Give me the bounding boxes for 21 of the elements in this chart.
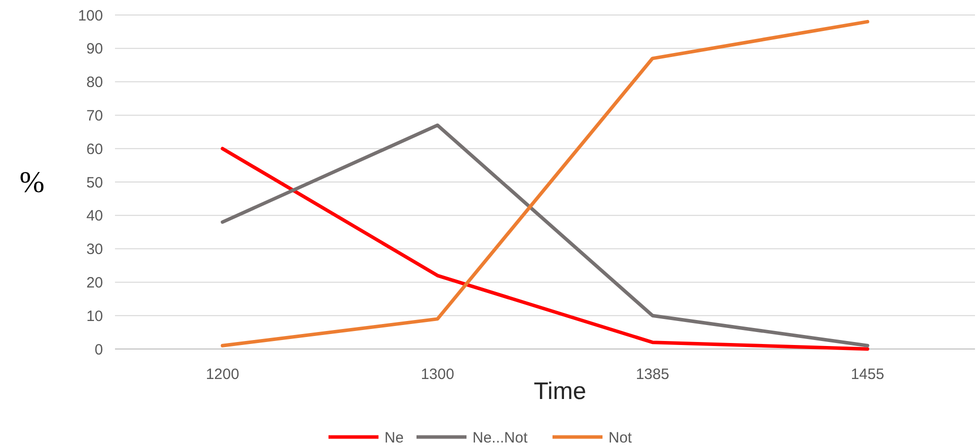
legend-label: Ne (384, 429, 404, 446)
y-tick-label: 40 (86, 208, 103, 225)
y-tick-label: 0 (94, 341, 103, 358)
y-tick-label: 30 (86, 241, 103, 258)
y-tick-label: 70 (86, 107, 103, 124)
y-tick-label: 100 (78, 7, 103, 24)
y-tick-label: 60 (86, 140, 103, 158)
y-tick-label: 80 (86, 74, 103, 92)
x-tick-label: 1200 (206, 366, 240, 383)
line-series (220, 20, 870, 348)
y-tick-label: 20 (86, 274, 103, 292)
x-tick-label: 1385 (636, 366, 670, 383)
y-tick-label: 90 (86, 40, 103, 58)
x-axis-title: Time (534, 378, 586, 405)
y-axis-title: % (20, 166, 44, 199)
y-tick-label: 50 (86, 174, 103, 192)
x-tick-label: 1300 (420, 366, 454, 383)
legend-label: Not (608, 429, 633, 446)
x-tick-label: 1455 (850, 366, 884, 383)
legend-label: Ne...Not (472, 429, 528, 446)
y-tick-label: 10 (86, 308, 103, 325)
